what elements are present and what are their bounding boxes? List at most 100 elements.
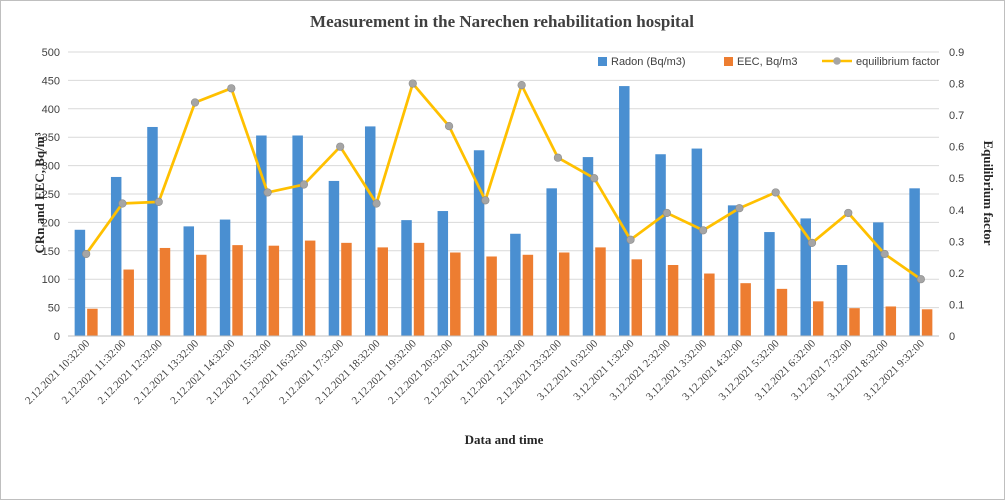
bar-eec: [558, 252, 570, 336]
bar-radon: [873, 222, 884, 336]
equilibrium-point: [263, 188, 272, 197]
bar-eec: [304, 240, 316, 336]
bar-eec: [704, 273, 715, 336]
bar-radon: [764, 232, 775, 336]
equilibrium-point: [372, 199, 381, 208]
bar-radon: [836, 265, 848, 336]
equilibrium-point: [408, 79, 417, 88]
equilibrium-point: [154, 197, 163, 206]
bar-radon: [219, 219, 231, 336]
bar-eec: [631, 259, 643, 336]
y2-tick-label: 0.5: [949, 173, 964, 185]
bar-radon: [909, 188, 920, 336]
bar-radon: [256, 135, 267, 336]
bar-eec: [123, 269, 134, 336]
bar-radon: [582, 157, 594, 336]
bar-radon: [619, 86, 630, 336]
x-tick-label: 2.12.2021 20:32:00: [386, 337, 456, 407]
x-tick-label: 2.12.2021 16:32:00: [241, 337, 311, 407]
equilibrium-point: [299, 180, 308, 189]
y-tick-label: 0: [54, 331, 60, 343]
bar-radon: [546, 188, 557, 336]
y2-tick-label: 0.3: [949, 236, 964, 248]
equilibrium-point: [844, 208, 853, 218]
bar-eec: [522, 254, 534, 336]
bar-eec: [921, 309, 933, 336]
bar-radon: [655, 154, 666, 336]
bar-radon: [183, 226, 195, 336]
y-tick-label: 150: [42, 246, 60, 258]
bar-radon: [110, 176, 122, 336]
y-axis-ticks: 0 50 100 150 200 250 300 350 400 450 500: [42, 47, 60, 343]
legend-label-radon: Radon (Bq/m3): [611, 56, 686, 68]
bar-radon: [510, 233, 521, 336]
x-tick-label: 2.12.2021 17:32:00: [277, 337, 347, 407]
equilibrium-point: [553, 153, 563, 162]
bar-radon: [800, 218, 811, 336]
bar-radon: [292, 135, 303, 336]
y2-tick-label: 0.1: [949, 299, 964, 311]
y2-axis-ticks: 0 0.1 0.2 0.3 0.4 0.5 0.6 0.7 0.8 0.9: [949, 47, 964, 343]
equilibrium-point: [880, 249, 889, 259]
legend-label-eec: EEC, Bq/m3: [737, 56, 798, 68]
x-tick-label: 2.12.2021 21:32:00: [422, 337, 492, 407]
equilibrium-point: [735, 204, 744, 213]
bar-radon: [727, 205, 739, 336]
equilibrium-point: [590, 174, 599, 183]
equilibrium-point: [227, 84, 236, 93]
y-tick-label: 200: [42, 217, 60, 229]
bar-eec: [849, 308, 860, 336]
y-tick-label: 400: [42, 104, 60, 116]
bar-radon: [401, 220, 412, 336]
equilibrium-point: [699, 226, 708, 235]
y2-tick-label: 0.8: [949, 79, 964, 91]
bar-eec: [450, 252, 461, 336]
bar-eec: [486, 256, 497, 336]
x-tick-label: 2.12.2021 15:32:00: [205, 337, 275, 407]
bar-eec: [159, 247, 171, 336]
x-tick-label: 2.12.2021 11:32:00: [60, 337, 129, 406]
bar-radon: [473, 150, 485, 336]
legend-marker-equilibrium: [833, 57, 841, 65]
equilibrium-line: [82, 79, 925, 284]
x-axis-title: Data and time: [465, 432, 544, 447]
bar-eec: [885, 306, 897, 336]
bar-radon: [364, 126, 376, 337]
equilibrium-point: [190, 98, 200, 107]
equilibrium-point: [916, 275, 925, 284]
y2-tick-label: 0.7: [949, 110, 964, 122]
y2-tick-label: 0.4: [949, 205, 964, 217]
equilibrium-point: [517, 81, 526, 90]
bar-eec: [341, 242, 352, 336]
equilibrium-point: [626, 235, 635, 244]
x-axis-ticks: 2.12.2021 10:32:002.12.2021 11:32:002.12…: [23, 337, 927, 407]
x-tick-label: 2.12.2021 23:32:00: [495, 337, 565, 407]
bar-eec: [377, 247, 388, 336]
y2-tick-label: 0.2: [949, 268, 964, 280]
y-tick-label: 250: [42, 189, 60, 201]
bar-eec: [740, 283, 751, 336]
equilibrium-point: [481, 196, 490, 205]
y-axis-title: CRn and EEC, Bq/m³: [32, 132, 47, 253]
equilibrium-point: [662, 208, 671, 218]
bar-eec: [595, 247, 606, 336]
bar-radon: [691, 148, 703, 336]
y2-axis-title: Equilibrium factor: [981, 140, 996, 245]
x-tick-label: 2.12.2021 13:32:00: [132, 337, 202, 407]
legend-swatch-eec: [724, 57, 733, 66]
x-tick-label: 2.12.2021 22:32:00: [459, 337, 529, 407]
equilibrium-point: [807, 238, 817, 248]
bar-eec: [268, 245, 280, 336]
bar-radon: [74, 229, 86, 336]
x-tick-label: 2.12.2021 19:32:00: [350, 337, 420, 407]
bar-eec: [776, 288, 788, 336]
bars: [68, 86, 939, 337]
x-tick-label: 2.12.2021 10:32:00: [23, 337, 93, 407]
bar-eec: [196, 254, 207, 336]
equilibrium-point: [118, 199, 127, 208]
y-tick-label: 450: [42, 75, 60, 87]
legend-swatch-radon: [598, 57, 607, 66]
y2-tick-label: 0.6: [949, 142, 964, 154]
y2-tick-label: 0.9: [949, 47, 964, 59]
